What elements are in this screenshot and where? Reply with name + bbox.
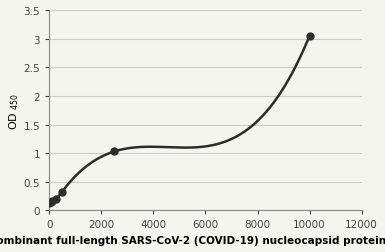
Y-axis label: OD $_{450}$: OD $_{450}$ — [7, 92, 21, 129]
X-axis label: Recombinant full-length SARS-CoV-2 (COVID-19) nucleocapsid protein (pg/mL): Recombinant full-length SARS-CoV-2 (COVI… — [0, 235, 385, 245]
